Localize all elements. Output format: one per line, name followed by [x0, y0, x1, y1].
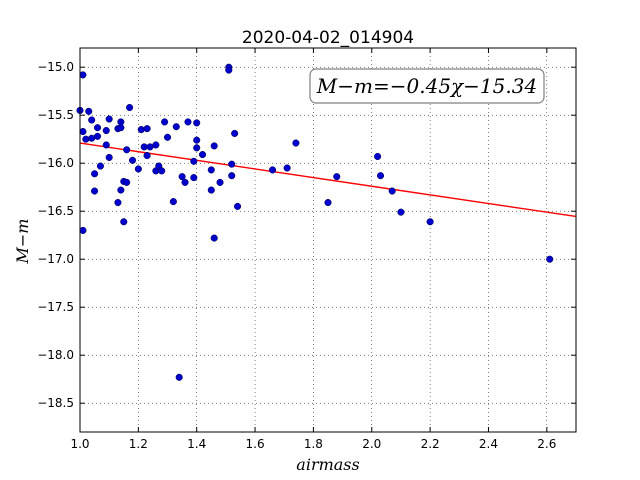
- data-point: [210, 142, 218, 150]
- data-point: [292, 139, 300, 147]
- data-point: [546, 255, 554, 263]
- x-tick-label: 2.6: [537, 437, 556, 451]
- data-point: [163, 133, 172, 141]
- data-point: [117, 124, 125, 132]
- data-point: [128, 156, 137, 164]
- data-point: [102, 127, 110, 135]
- x-tick-label: 2.4: [479, 437, 498, 451]
- data-point: [143, 125, 151, 133]
- data-point: [79, 226, 87, 234]
- data-point: [161, 118, 169, 126]
- data-point: [105, 115, 113, 123]
- y-tick-label: −18.0: [37, 348, 74, 362]
- data-point: [231, 129, 239, 137]
- data-point: [324, 199, 332, 207]
- data-point: [190, 174, 198, 182]
- data-point: [190, 157, 198, 165]
- data-point: [123, 146, 131, 154]
- data-point: [193, 136, 201, 144]
- chart-title: 2020-04-02_014904: [242, 28, 414, 48]
- data-point: [91, 187, 99, 195]
- data-point: [123, 178, 131, 186]
- data-point: [126, 103, 134, 112]
- data-point: [96, 162, 104, 170]
- data-point: [228, 172, 236, 180]
- data-point: [114, 199, 122, 207]
- data-point: [198, 151, 207, 159]
- fit-line-group: [79, 142, 577, 218]
- fit-formula: M−m=−0.45χ−15.34: [316, 74, 537, 98]
- data-point: [283, 164, 291, 172]
- x-tick-label: 1.6: [246, 437, 265, 451]
- y-axis-label: M−m: [13, 219, 32, 265]
- x-axis-label: airmass: [296, 455, 359, 474]
- data-point: [105, 153, 113, 161]
- data-point: [216, 178, 224, 186]
- x-tick-label: 1.8: [304, 437, 323, 451]
- data-point: [426, 218, 434, 226]
- data-points: [76, 63, 554, 381]
- data-point: [82, 135, 90, 143]
- data-point: [93, 124, 102, 132]
- x-tick-label: 2.2: [421, 437, 440, 451]
- data-point: [181, 178, 189, 186]
- y-tick-label: −17.5: [37, 300, 74, 314]
- data-point: [178, 173, 186, 181]
- x-tick-label: 1.2: [129, 437, 148, 451]
- data-point: [172, 123, 180, 131]
- data-point: [102, 141, 110, 149]
- formula-box: M−m=−0.45χ−15.34: [309, 68, 545, 104]
- data-point: [228, 160, 236, 168]
- data-point: [397, 208, 405, 216]
- data-point: [184, 118, 192, 126]
- data-point: [207, 166, 215, 174]
- fit-line: [79, 142, 577, 218]
- x-tick-label: 2.0: [362, 437, 381, 451]
- data-point: [117, 186, 125, 194]
- data-point: [152, 141, 160, 149]
- data-point: [234, 202, 242, 210]
- data-point: [175, 373, 183, 381]
- data-point: [143, 151, 151, 160]
- data-point: [93, 132, 102, 140]
- x-tick-label: 1.0: [70, 437, 89, 451]
- x-tick-label: 1.4: [187, 437, 206, 451]
- data-point: [79, 71, 87, 79]
- data-point: [79, 127, 87, 136]
- y-tick-label: −17.0: [37, 252, 74, 266]
- data-point: [333, 173, 341, 181]
- y-tick-label: −16.5: [37, 204, 74, 218]
- data-point: [169, 198, 177, 206]
- data-point: [376, 172, 385, 180]
- y-tick-label: −16.0: [37, 156, 74, 170]
- data-point: [85, 107, 93, 115]
- data-point: [88, 116, 96, 124]
- y-tick-label: −15.5: [37, 108, 74, 122]
- y-tick-label: −18.5: [37, 396, 74, 410]
- data-point: [210, 234, 218, 242]
- data-point: [374, 152, 382, 161]
- data-point: [120, 218, 128, 226]
- x-tick-labels: 1.0 1.2 1.4 1.6 1.8 2.0 2.2 2.4 2.6: [70, 437, 556, 451]
- y-tick-label: −15.0: [37, 60, 74, 74]
- data-point: [269, 166, 277, 174]
- grid-lines: [79, 48, 576, 432]
- data-point: [193, 119, 201, 127]
- data-point: [207, 186, 215, 194]
- y-tick-labels: −15.0 −15.5 −16.0 −16.5 −17.0 −17.5 −18.0 −18.5: [37, 60, 74, 410]
- data-point: [134, 165, 142, 173]
- axis-ticks: [79, 48, 576, 432]
- data-point: [91, 170, 99, 178]
- data-point: [193, 144, 201, 152]
- data-point: [388, 187, 396, 195]
- data-point: [137, 126, 145, 134]
- plot-frame: [79, 47, 577, 433]
- data-point: [158, 167, 166, 175]
- data-point: [225, 66, 233, 74]
